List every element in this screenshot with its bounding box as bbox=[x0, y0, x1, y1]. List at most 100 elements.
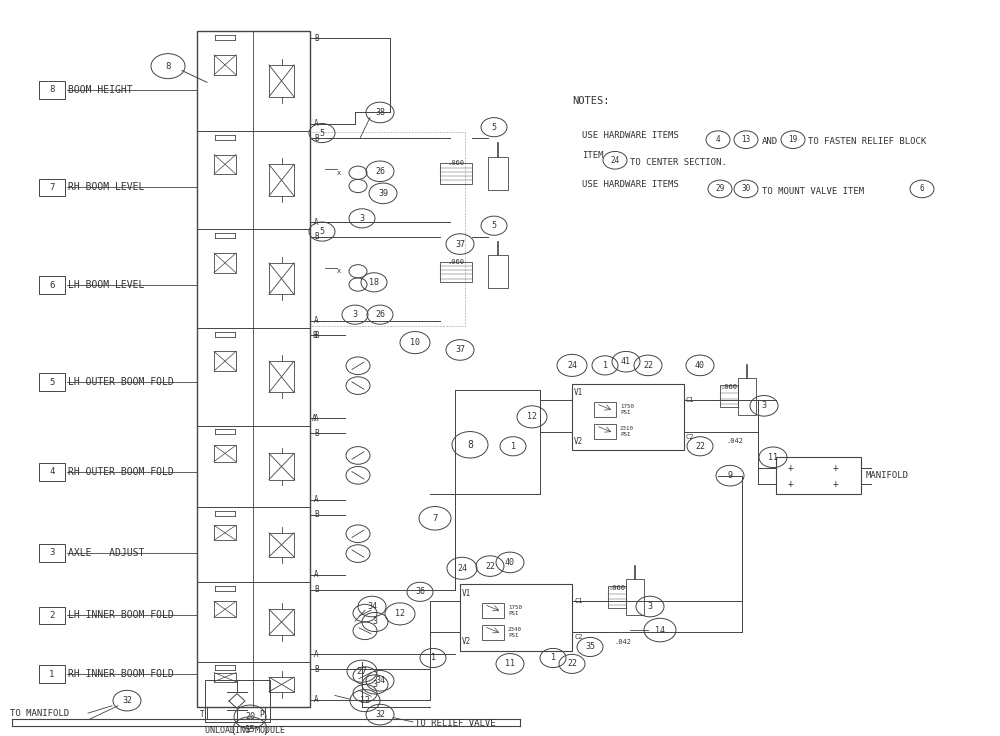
Text: B: B bbox=[314, 665, 319, 673]
Bar bbox=[572, 383, 684, 450]
Text: 3: 3 bbox=[372, 680, 378, 689]
Text: A: A bbox=[314, 316, 319, 325]
Bar bbox=[269, 263, 294, 294]
Text: 30: 30 bbox=[741, 185, 751, 194]
Bar bbox=[310, 132, 465, 327]
Text: 3: 3 bbox=[648, 602, 652, 611]
Text: 6: 6 bbox=[49, 280, 55, 290]
Text: A: A bbox=[314, 495, 319, 504]
Text: 10: 10 bbox=[410, 338, 420, 347]
Text: A: A bbox=[314, 570, 319, 579]
Text: TO CENTER SECTION.: TO CENTER SECTION. bbox=[630, 158, 727, 167]
Bar bbox=[720, 385, 738, 407]
Text: +: + bbox=[788, 463, 794, 473]
Text: 24: 24 bbox=[610, 156, 620, 165]
Text: 8: 8 bbox=[467, 440, 473, 450]
Text: 1750
PSI: 1750 PSI bbox=[508, 605, 522, 615]
Text: A: A bbox=[314, 650, 319, 659]
Text: 22: 22 bbox=[643, 361, 653, 370]
Text: 26: 26 bbox=[375, 167, 385, 176]
Text: 3: 3 bbox=[372, 618, 378, 626]
Text: 5: 5 bbox=[320, 227, 324, 236]
Bar bbox=[269, 361, 294, 392]
Text: TO RELIEF VALVE: TO RELIEF VALVE bbox=[415, 719, 496, 728]
Text: 34: 34 bbox=[375, 676, 385, 685]
Bar bbox=[594, 424, 616, 439]
Text: ITEM: ITEM bbox=[582, 152, 604, 160]
Text: T: T bbox=[200, 710, 205, 719]
Text: MANIFOLD: MANIFOLD bbox=[866, 471, 909, 480]
Bar bbox=[482, 603, 504, 618]
Bar bbox=[197, 31, 310, 707]
Bar bbox=[488, 157, 508, 190]
Bar bbox=[608, 586, 626, 608]
Text: A: A bbox=[314, 414, 319, 422]
Text: AND: AND bbox=[762, 138, 778, 146]
Bar bbox=[214, 55, 236, 75]
Text: V1: V1 bbox=[574, 388, 583, 397]
Text: B: B bbox=[314, 510, 319, 519]
Bar bbox=[482, 625, 504, 640]
Text: 20: 20 bbox=[245, 712, 255, 721]
Text: 38: 38 bbox=[375, 108, 385, 117]
Text: 1: 1 bbox=[602, 361, 608, 370]
Text: C2: C2 bbox=[574, 634, 583, 640]
Text: 36: 36 bbox=[415, 587, 425, 596]
Text: .060: .060 bbox=[448, 160, 464, 166]
Bar bbox=[269, 609, 294, 634]
Text: 5: 5 bbox=[492, 222, 496, 230]
Text: 37: 37 bbox=[455, 240, 465, 249]
Text: x: x bbox=[337, 269, 341, 275]
Text: 22: 22 bbox=[695, 442, 705, 450]
Text: .060: .060 bbox=[448, 259, 464, 265]
Text: +: + bbox=[833, 463, 839, 473]
Text: 3: 3 bbox=[360, 214, 364, 223]
Text: LH INNER BOOM FOLD: LH INNER BOOM FOLD bbox=[68, 610, 174, 620]
Bar bbox=[269, 533, 294, 556]
Text: 32: 32 bbox=[122, 696, 132, 705]
Text: NOTES:: NOTES: bbox=[572, 96, 610, 105]
Text: BOOM HEIGHT: BOOM HEIGHT bbox=[68, 85, 133, 95]
Text: USE HARDWARE ITEMS: USE HARDWARE ITEMS bbox=[582, 131, 679, 140]
Bar bbox=[214, 253, 236, 273]
Text: 37: 37 bbox=[455, 345, 465, 355]
Text: 1: 1 bbox=[550, 654, 556, 662]
Text: .042: .042 bbox=[726, 438, 743, 444]
Text: x: x bbox=[337, 170, 341, 176]
Text: 40: 40 bbox=[695, 361, 705, 370]
Text: C2: C2 bbox=[686, 434, 694, 439]
Text: 24: 24 bbox=[567, 361, 577, 370]
Text: 5: 5 bbox=[492, 123, 496, 132]
Text: 7: 7 bbox=[49, 183, 55, 192]
Text: A: A bbox=[312, 414, 317, 422]
Text: 2: 2 bbox=[49, 611, 55, 620]
Bar bbox=[214, 445, 236, 461]
Text: B: B bbox=[314, 233, 319, 241]
Bar bbox=[269, 677, 294, 692]
Bar bbox=[39, 665, 65, 683]
Text: USE HARDWARE ITEMS: USE HARDWARE ITEMS bbox=[582, 180, 679, 189]
Text: 26: 26 bbox=[375, 310, 385, 319]
Text: 24: 24 bbox=[457, 564, 467, 573]
Text: 35: 35 bbox=[585, 643, 595, 651]
Bar bbox=[214, 351, 236, 371]
Bar bbox=[626, 578, 644, 615]
Bar bbox=[214, 526, 236, 540]
Text: +: + bbox=[788, 478, 794, 489]
Text: 29: 29 bbox=[715, 185, 725, 194]
Text: V2: V2 bbox=[574, 436, 583, 445]
Text: 8: 8 bbox=[165, 62, 171, 71]
Text: C1: C1 bbox=[574, 598, 583, 604]
Bar bbox=[440, 163, 472, 184]
Bar bbox=[214, 155, 236, 174]
Text: LH BOOM LEVEL: LH BOOM LEVEL bbox=[68, 280, 144, 290]
Text: 18: 18 bbox=[369, 277, 379, 287]
Bar bbox=[269, 164, 294, 196]
Bar bbox=[738, 378, 756, 414]
Text: 34: 34 bbox=[367, 602, 377, 611]
Bar bbox=[440, 262, 472, 283]
Text: 2310
PSI: 2310 PSI bbox=[620, 426, 634, 437]
Text: 32: 32 bbox=[375, 710, 385, 719]
Bar bbox=[460, 584, 572, 651]
Text: B: B bbox=[314, 428, 319, 437]
